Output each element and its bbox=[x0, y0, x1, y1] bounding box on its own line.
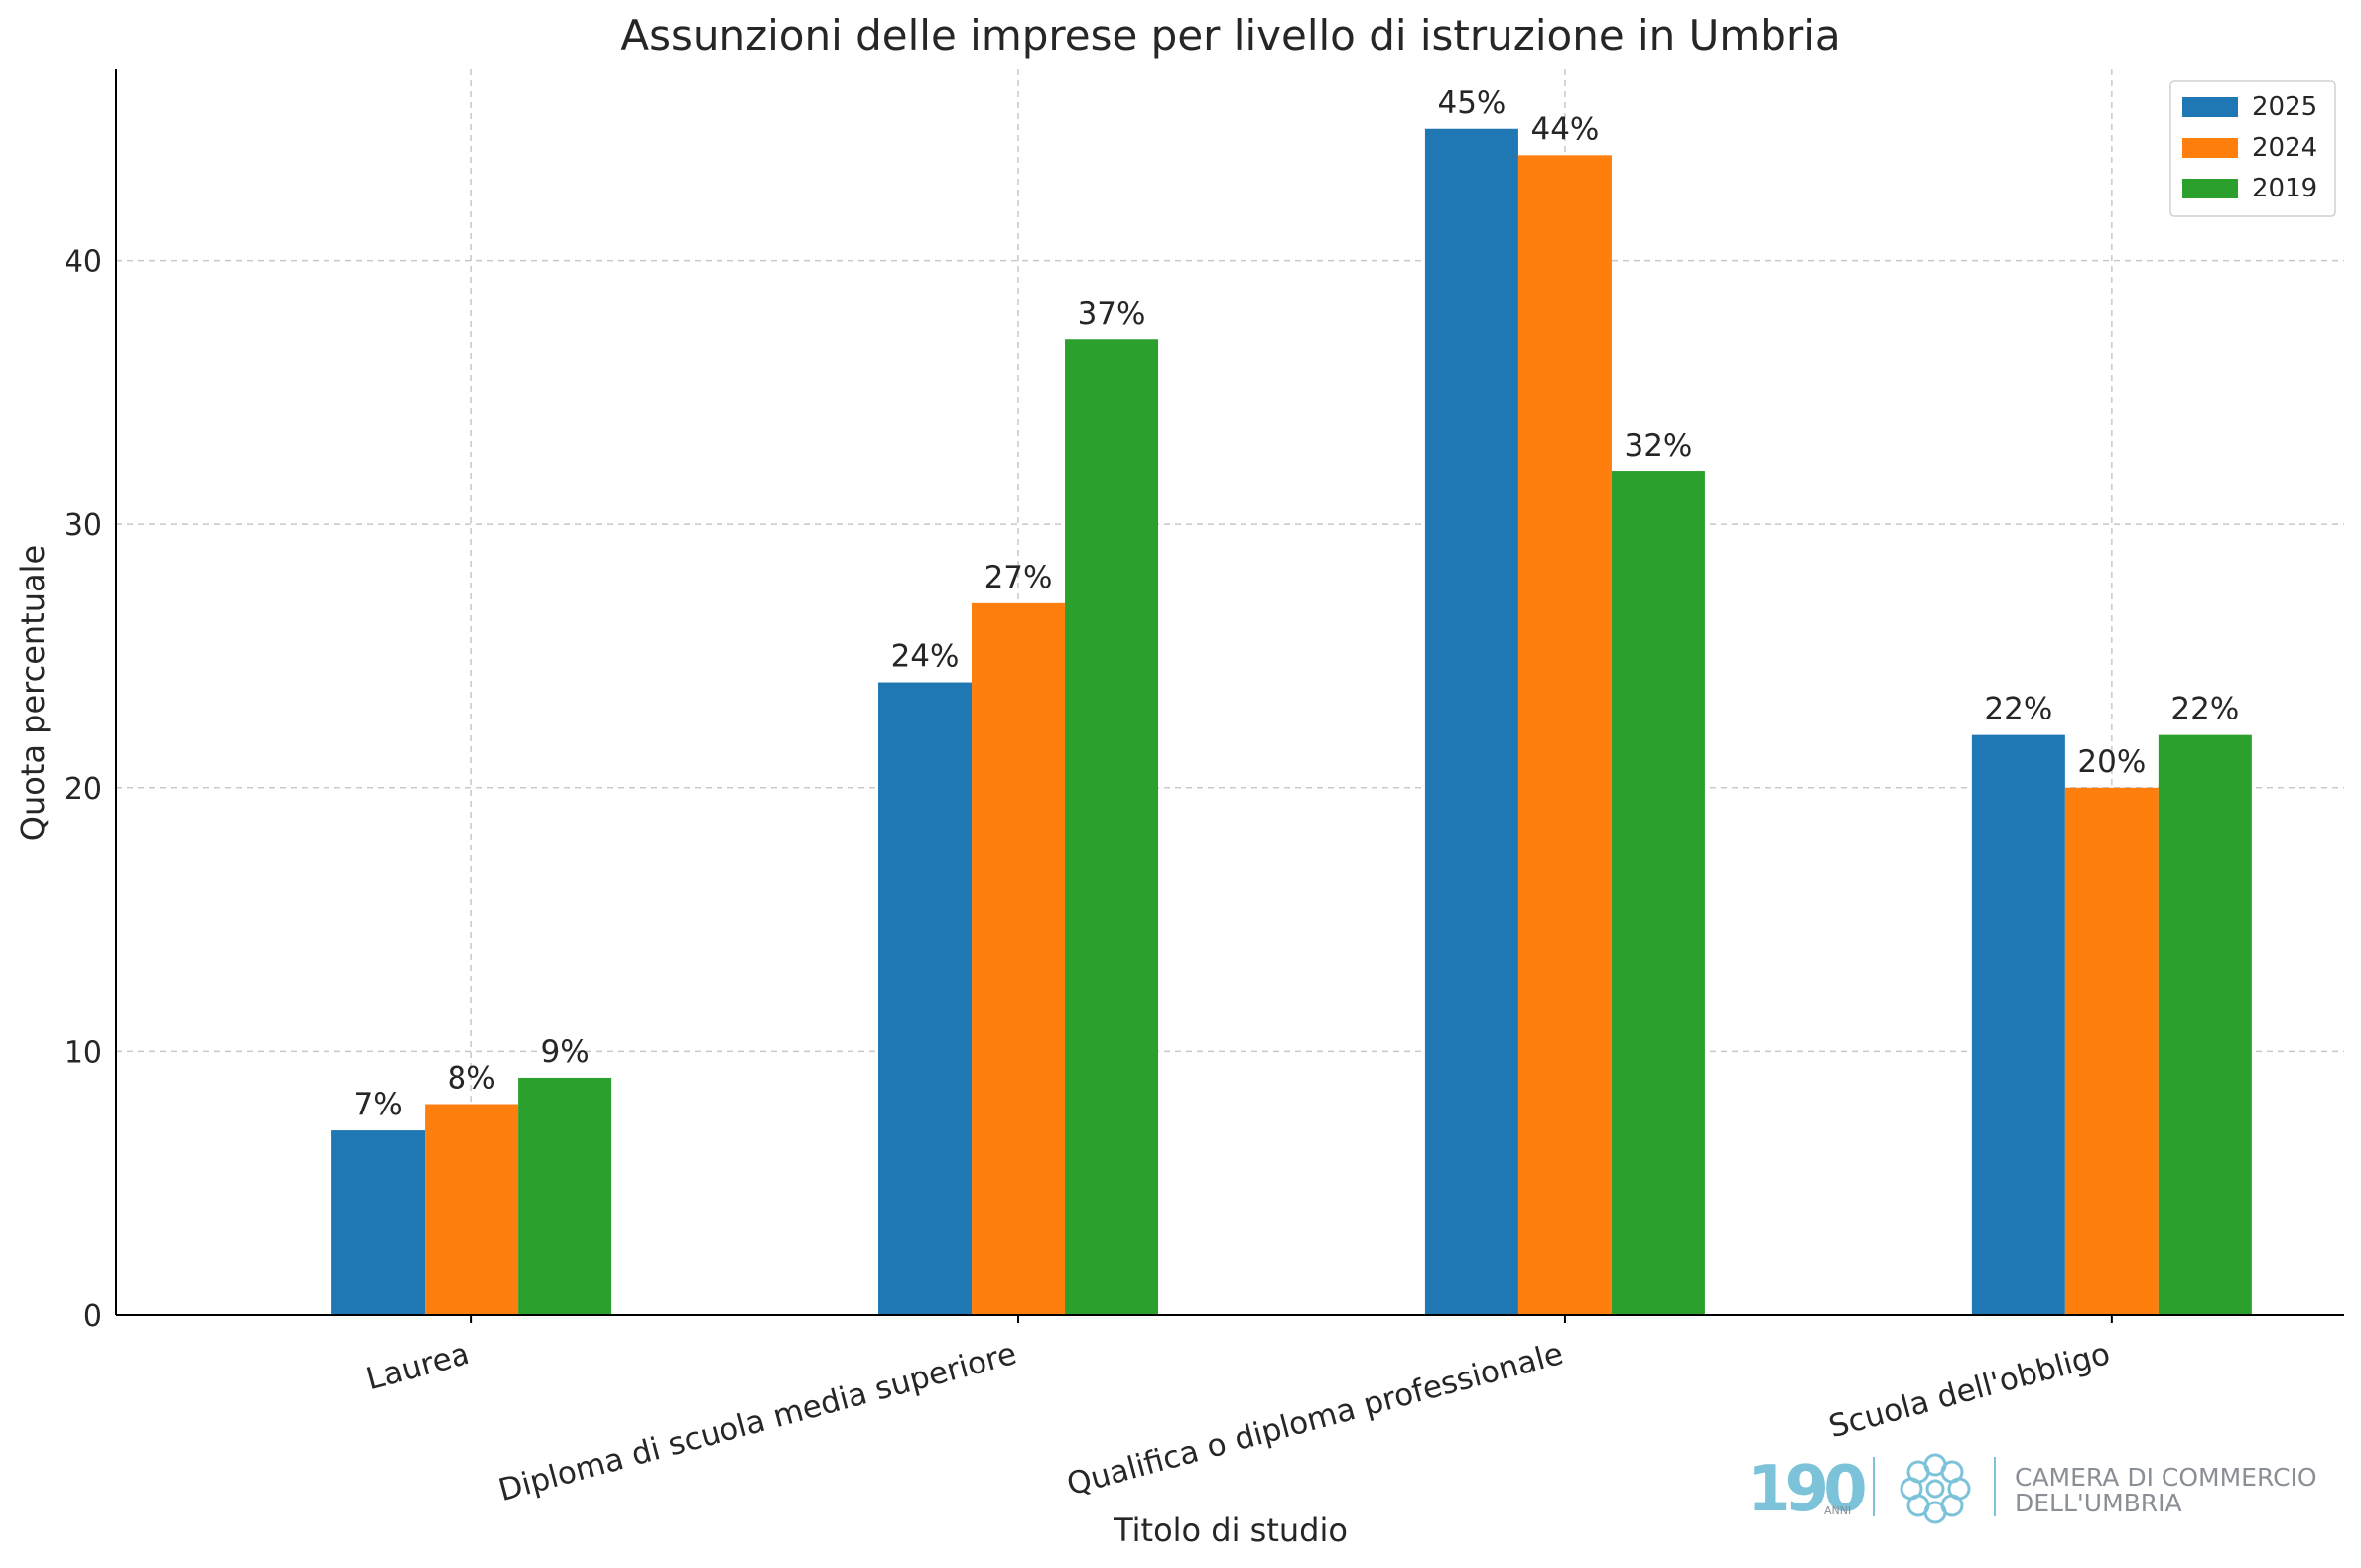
bar-2025 bbox=[1971, 734, 2065, 1315]
legend-swatch bbox=[2182, 179, 2238, 198]
x-tick-label: Laurea bbox=[362, 1336, 473, 1397]
legend: 2025 2024 2019 bbox=[2169, 80, 2336, 217]
bar-2025 bbox=[878, 682, 973, 1315]
bar-value-label: 45% bbox=[1437, 85, 1506, 121]
bar-2024 bbox=[2064, 787, 2159, 1315]
y-tick-label: 10 bbox=[65, 1035, 102, 1070]
bar-2025 bbox=[331, 1130, 426, 1315]
y-tick-label: 30 bbox=[65, 508, 102, 543]
data-labels: 7% 8% 9% 24% 27% 37% 45% 44% 32% 22% 20% 22% bbox=[354, 85, 2240, 1122]
anniversary-sub: ANNI bbox=[1824, 1504, 1851, 1517]
bar-2024 bbox=[1517, 155, 1612, 1315]
bar-2019 bbox=[518, 1077, 612, 1315]
y-ticks: 0 10 20 30 40 bbox=[65, 245, 102, 1334]
bar-value-label: 9% bbox=[541, 1034, 590, 1070]
bar-2025 bbox=[1424, 128, 1518, 1315]
bar-value-label: 32% bbox=[1624, 428, 1692, 463]
bar-value-label: 7% bbox=[354, 1087, 403, 1122]
bar-value-label: 27% bbox=[984, 560, 1053, 595]
x-tick-label: Scuola dell'obbligo bbox=[1825, 1336, 2114, 1445]
bar-value-label: 22% bbox=[2170, 692, 2239, 727]
bar-2024 bbox=[425, 1104, 519, 1315]
y-tick-label: 0 bbox=[83, 1299, 102, 1334]
bar-2019 bbox=[1065, 339, 1159, 1316]
bar-2019 bbox=[1611, 471, 1705, 1315]
x-tick-label: Qualifica o diploma professionale bbox=[1063, 1336, 1567, 1503]
bar-value-label: 22% bbox=[1984, 692, 2052, 727]
bar-value-label: 37% bbox=[1078, 296, 1146, 331]
bar-2024 bbox=[972, 602, 1066, 1315]
y-tick-label: 20 bbox=[65, 772, 102, 807]
y-tick-label: 40 bbox=[65, 245, 102, 280]
legend-swatch bbox=[2182, 138, 2238, 158]
camera-di-commercio-logo: 190 ANNI CAMERA DI COMMERCIO DELL'UMBRIA bbox=[1747, 1449, 2332, 1528]
legend-label: 2024 bbox=[2252, 133, 2317, 163]
bar-value-label: 44% bbox=[1530, 111, 1599, 147]
chamber-emblem-icon bbox=[1900, 1453, 1971, 1524]
legend-label: 2025 bbox=[2252, 92, 2317, 122]
legend-swatch bbox=[2182, 97, 2238, 117]
grid-lines bbox=[116, 69, 2344, 1316]
axes bbox=[115, 69, 2344, 1316]
y-axis-label: Quota percentuale bbox=[14, 545, 52, 841]
bar-value-label: 20% bbox=[2077, 744, 2146, 780]
organization-name-line1: CAMERA DI COMMERCIO bbox=[2015, 1463, 2317, 1492]
bar-value-label: 24% bbox=[891, 639, 960, 675]
anniversary-mark: 190 bbox=[1747, 1453, 1865, 1526]
x-tick-label: Diploma di scuola media superiore bbox=[494, 1336, 1020, 1508]
x-axis-label: Titolo di studio bbox=[1113, 1511, 1348, 1549]
chart-title: Assunzioni delle imprese per livello di … bbox=[620, 11, 1840, 60]
legend-label: 2019 bbox=[2252, 174, 2317, 203]
organization-name-line2: DELL'UMBRIA bbox=[2015, 1489, 2182, 1517]
bars bbox=[331, 128, 2252, 1316]
bar-value-label: 8% bbox=[448, 1061, 496, 1097]
bar-2019 bbox=[2158, 734, 2252, 1315]
